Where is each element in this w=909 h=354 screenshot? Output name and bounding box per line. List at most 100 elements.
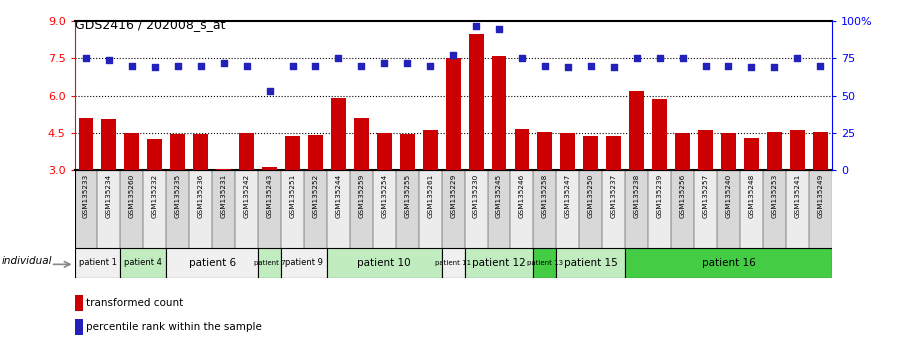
Text: patient 1: patient 1 bbox=[78, 258, 116, 267]
Point bbox=[561, 64, 575, 70]
Bar bbox=[258, 248, 281, 278]
Bar bbox=[308, 135, 323, 170]
Bar bbox=[75, 170, 97, 248]
Bar bbox=[464, 170, 487, 248]
Bar bbox=[102, 119, 116, 170]
Text: patient 12: patient 12 bbox=[472, 258, 526, 268]
Bar bbox=[377, 133, 392, 170]
Bar bbox=[556, 248, 625, 278]
Text: individual: individual bbox=[2, 256, 53, 266]
Point bbox=[514, 56, 529, 61]
Text: GSM135239: GSM135239 bbox=[656, 174, 663, 218]
Text: GSM135253: GSM135253 bbox=[772, 174, 777, 218]
Bar bbox=[120, 170, 144, 248]
Bar bbox=[75, 248, 120, 278]
Text: GSM135245: GSM135245 bbox=[496, 174, 502, 218]
Bar bbox=[170, 134, 185, 170]
Bar bbox=[147, 139, 163, 170]
Bar bbox=[285, 137, 300, 170]
Bar bbox=[281, 170, 304, 248]
Bar bbox=[125, 133, 139, 170]
Bar bbox=[675, 133, 690, 170]
Text: GSM135236: GSM135236 bbox=[198, 174, 204, 218]
Bar bbox=[262, 167, 277, 170]
Bar bbox=[721, 133, 736, 170]
Point bbox=[331, 56, 345, 61]
Text: GSM135230: GSM135230 bbox=[473, 174, 479, 218]
Bar bbox=[790, 130, 804, 170]
Text: GSM135248: GSM135248 bbox=[748, 174, 754, 218]
Point bbox=[492, 26, 506, 32]
Bar bbox=[97, 170, 120, 248]
Text: GSM135250: GSM135250 bbox=[588, 174, 594, 218]
Point bbox=[147, 64, 162, 70]
Text: GSM135254: GSM135254 bbox=[381, 174, 387, 218]
Text: GSM135237: GSM135237 bbox=[611, 174, 616, 218]
Point bbox=[263, 88, 277, 93]
Text: GSM135243: GSM135243 bbox=[266, 174, 273, 218]
Text: GSM135256: GSM135256 bbox=[680, 174, 685, 218]
Bar bbox=[469, 34, 484, 170]
Text: percentile rank within the sample: percentile rank within the sample bbox=[86, 322, 262, 332]
Text: GSM135246: GSM135246 bbox=[519, 174, 525, 218]
Text: GSM135240: GSM135240 bbox=[725, 174, 732, 218]
Bar bbox=[698, 130, 713, 170]
Bar bbox=[166, 248, 258, 278]
Text: patient 6: patient 6 bbox=[189, 258, 235, 268]
Point bbox=[790, 56, 804, 61]
Bar bbox=[144, 170, 166, 248]
Bar bbox=[556, 170, 579, 248]
Point bbox=[629, 56, 644, 61]
Bar bbox=[464, 248, 534, 278]
Point bbox=[813, 63, 827, 69]
Bar bbox=[400, 134, 415, 170]
Bar bbox=[235, 170, 258, 248]
Point bbox=[239, 63, 254, 69]
Point bbox=[744, 64, 759, 70]
Bar bbox=[350, 170, 373, 248]
Point bbox=[606, 64, 621, 70]
Bar bbox=[445, 58, 461, 170]
Text: GSM135259: GSM135259 bbox=[358, 174, 365, 218]
Bar bbox=[606, 137, 621, 170]
Bar bbox=[648, 170, 671, 248]
Text: patient 11: patient 11 bbox=[435, 260, 471, 266]
Point bbox=[308, 63, 323, 69]
Text: GSM135252: GSM135252 bbox=[313, 174, 318, 218]
Point bbox=[767, 64, 782, 70]
Bar bbox=[534, 248, 556, 278]
Bar bbox=[625, 248, 832, 278]
Bar bbox=[281, 248, 327, 278]
Point bbox=[285, 63, 300, 69]
Bar bbox=[327, 170, 350, 248]
Text: GSM135251: GSM135251 bbox=[290, 174, 295, 218]
Point bbox=[102, 57, 116, 62]
Bar bbox=[304, 170, 327, 248]
Text: GSM135232: GSM135232 bbox=[152, 174, 158, 218]
Bar bbox=[120, 248, 166, 278]
Bar bbox=[694, 170, 717, 248]
Bar bbox=[354, 118, 369, 170]
Bar bbox=[534, 170, 556, 248]
Text: patient 9: patient 9 bbox=[285, 258, 323, 267]
Text: transformed count: transformed count bbox=[86, 298, 184, 308]
Text: patient 13: patient 13 bbox=[527, 260, 563, 266]
Bar bbox=[419, 170, 442, 248]
Bar bbox=[625, 170, 648, 248]
Bar bbox=[514, 129, 529, 170]
Bar bbox=[492, 56, 506, 170]
Bar bbox=[511, 170, 534, 248]
Text: GSM135242: GSM135242 bbox=[244, 174, 250, 218]
Text: GSM135249: GSM135249 bbox=[817, 174, 824, 218]
Bar bbox=[584, 137, 598, 170]
Point bbox=[377, 61, 392, 66]
Bar bbox=[75, 319, 83, 335]
Text: GSM135235: GSM135235 bbox=[175, 174, 181, 218]
Bar bbox=[327, 248, 442, 278]
Text: GSM135258: GSM135258 bbox=[542, 174, 548, 218]
Bar bbox=[166, 170, 189, 248]
Bar bbox=[442, 248, 464, 278]
Text: GSM135247: GSM135247 bbox=[564, 174, 571, 218]
Bar bbox=[442, 170, 464, 248]
Bar bbox=[75, 295, 83, 311]
